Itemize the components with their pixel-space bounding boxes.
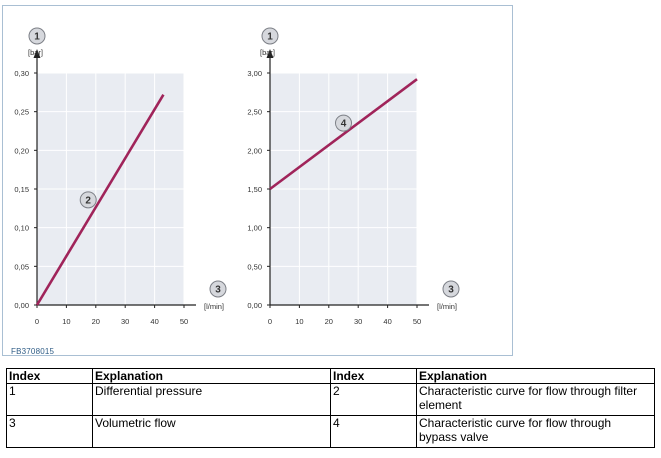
legend-header-explanation-1: Explanation	[92, 368, 331, 384]
y-axis-marker-label: 1	[34, 32, 40, 43]
legend-header-index-2: Index	[330, 368, 417, 384]
y-tick-label: 0,20	[14, 146, 29, 155]
y-tick-label: 0,00	[247, 301, 262, 310]
x-tick-label: 40	[383, 317, 391, 326]
series-line-2	[35, 93, 165, 306]
legend-header-explanation-2: Explanation	[416, 368, 655, 384]
table-cell: Characteristic curve for flow through fi…	[416, 383, 655, 416]
y-tick-label: 0,30	[14, 69, 29, 78]
figure-code: FB3708015	[11, 347, 55, 356]
table-cell: 3	[6, 415, 93, 448]
y-axis-arrow	[33, 49, 41, 58]
legend-header-row: Index Explanation Index Explanation	[6, 368, 655, 384]
table-row: 3 Volumetric flow 4 Characteristic curve…	[6, 415, 655, 448]
x-tick-label: 40	[150, 317, 158, 326]
y-tick-label: 0,50	[247, 262, 262, 271]
y-tick-label: 0,10	[14, 224, 29, 233]
x-tick-label: 10	[62, 317, 70, 326]
y-axis-marker-label: 1	[267, 32, 273, 43]
y-axis-marker	[28, 27, 46, 45]
y-axis-unit: [bar]	[260, 48, 275, 57]
table-cell: Volumetric flow	[92, 415, 331, 448]
chart-canvas: 0 10 20 30 40 500,000,050,100,150,200,250,30[…	[14, 27, 460, 326]
x-axis-marker-label: 3	[448, 285, 454, 296]
y-tick-label: 0,25	[14, 108, 29, 117]
y-tick-label: 2,00	[247, 146, 262, 155]
y-tick-label: 1,00	[247, 224, 262, 233]
legend-table: Index Explanation Index Explanation 1 Di…	[6, 368, 655, 448]
y-axis-arrow	[266, 49, 274, 58]
table-cell: Differential pressure	[92, 383, 331, 416]
y-axis-marker	[261, 27, 279, 45]
series-marker-4	[335, 114, 352, 132]
series-line-4	[269, 78, 418, 191]
y-tick-label: 1,50	[247, 185, 262, 194]
x-tick-label: 0	[268, 317, 272, 326]
table-cell: 2	[330, 383, 417, 416]
x-axis-marker-label: 3	[215, 285, 221, 296]
y-tick-label: 2,50	[247, 108, 262, 117]
table-cell: 1	[6, 383, 93, 416]
series-marker-2	[79, 191, 97, 209]
y-tick-label: 0,05	[14, 262, 29, 271]
x-axis-marker	[209, 280, 227, 298]
x-tick-label: 20	[92, 317, 100, 326]
x-tick-label: 30	[354, 317, 362, 326]
x-tick-label: 50	[180, 317, 188, 326]
series-marker-2-label: 2	[85, 195, 91, 206]
table-cell: Characteristic curve for flow through by…	[416, 415, 655, 448]
x-tick-label: 30	[121, 317, 129, 326]
y-axis-unit: [bar]	[28, 48, 43, 57]
x-tick-label: 10	[295, 317, 303, 326]
legend-header-index-1: Index	[6, 368, 93, 384]
table-row: 1 Differential pressure 2 Characteristic…	[6, 383, 655, 416]
y-tick-label: 0,15	[14, 185, 29, 194]
x-tick-label: 0	[35, 317, 39, 326]
x-axis-marker	[442, 280, 460, 298]
x-tick-label: 20	[325, 317, 333, 326]
table-cell: 4	[330, 415, 417, 448]
x-tick-label: 50	[413, 317, 421, 326]
x-axis-unit: [l/min]	[204, 302, 224, 311]
y-tick-label: 3,00	[247, 69, 262, 78]
x-axis-unit: [l/min]	[437, 302, 457, 311]
series-marker-4-label: 4	[341, 119, 347, 130]
chart-figure: 0 10 20 30 40 50 0,00 0,05 0,10 0,15 0,20 0,25 0,30[…	[2, 5, 513, 356]
y-tick-label: 0,00	[14, 301, 29, 310]
